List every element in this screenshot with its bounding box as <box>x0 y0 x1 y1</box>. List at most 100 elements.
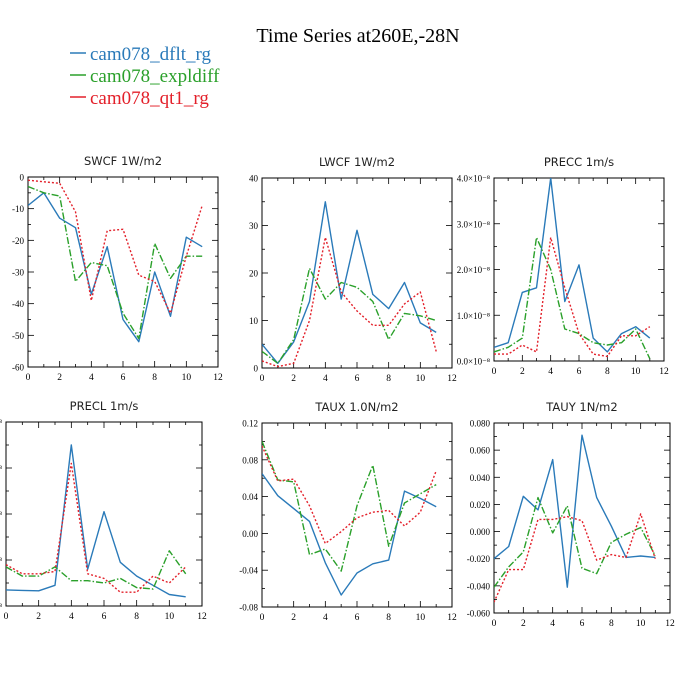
x-tick-label: 8 <box>605 367 610 377</box>
series-line-cam078_qt1_rg <box>28 179 203 314</box>
y-tick-label: 0.04 <box>242 492 258 502</box>
y-tick-label: 0 <box>20 173 25 183</box>
panel-title: TAUY 1N/m2 <box>545 400 617 414</box>
series-line-cam078_expldiff <box>28 185 203 340</box>
x-tick-label: 0 <box>26 373 31 383</box>
x-tick-label: 0 <box>4 612 9 622</box>
panel-4: PRECL 1m/s 0 2 4 6 8 10 12 .0×10⁻⁸ .0×10⁻⁸ .0×10⁻⁸… <box>0 399 207 622</box>
panel-title: LWCF 1W/m2 <box>319 155 395 169</box>
series-line-cam078_expldiff <box>494 496 656 588</box>
legend-label-dflt: cam078_dflt_rg <box>90 44 212 65</box>
x-tick-label: 8 <box>386 374 391 384</box>
legend-label-qt1: cam078_qt1_rg <box>90 88 209 109</box>
plot-frame <box>261 422 453 608</box>
y-tick-label: 10 <box>249 316 259 326</box>
x-tick-label: 10 <box>416 374 426 384</box>
x-tick-label: 12 <box>447 613 457 623</box>
panel-title: PRECL 1m/s <box>70 399 139 413</box>
figure-title: Time Series at260E,-28N <box>256 25 459 47</box>
x-tick-label: 2 <box>36 612 41 622</box>
x-tick-label: 10 <box>165 612 175 622</box>
y-tick-label: -20 <box>12 236 24 246</box>
y-tick-label: -0.060 <box>467 609 491 619</box>
y-tick-label: -30 <box>12 268 24 278</box>
y-tick-label: 0.080 <box>470 419 491 429</box>
series-line-cam078_dflt_rg <box>262 473 437 596</box>
x-tick-label: 4 <box>69 612 74 622</box>
y-tick-label: 0.060 <box>470 446 491 456</box>
legend: cam078_dflt_rg cam078_expldiff cam078_qt… <box>70 44 220 109</box>
plot-frame <box>261 177 453 369</box>
y-tick-label: -0.020 <box>467 554 491 564</box>
panel-title: SWCF 1W/m2 <box>84 154 162 168</box>
y-tick-label: 0.12 <box>242 419 258 429</box>
x-tick-label: 12 <box>213 373 223 383</box>
y-tick-label: -0.040 <box>467 581 491 591</box>
x-tick-label: 8 <box>134 612 139 622</box>
x-tick-label: 8 <box>152 373 157 383</box>
y-tick-label: -60 <box>12 363 24 373</box>
x-tick-label: 12 <box>447 374 457 384</box>
x-tick-label: 10 <box>636 619 646 629</box>
y-tick-label: .0×10⁻⁸ <box>0 556 2 566</box>
y-tick-label: -0.04 <box>239 566 258 576</box>
x-tick-label: 6 <box>355 374 360 384</box>
x-tick-label: 0 <box>492 367 497 377</box>
series-line-cam078_qt1_rg <box>262 445 437 545</box>
x-tick-label: 4 <box>323 613 328 623</box>
series-line-cam078_qt1_rg <box>494 236 651 358</box>
x-tick-label: 4 <box>89 373 94 383</box>
x-tick-label: 6 <box>580 619 585 629</box>
y-tick-label: 40 <box>249 174 259 184</box>
panel-5: TAUX 1.0N/m2 0 2 4 6 8 10 12 -0.08 -0.04 0.00 0.04 0… <box>239 400 457 623</box>
x-tick-label: 10 <box>182 373 192 383</box>
x-tick-label: 0 <box>260 613 265 623</box>
y-tick-label: 2.0×10⁻⁸ <box>457 265 490 275</box>
x-tick-label: 6 <box>355 613 360 623</box>
series-line-cam078_dflt_rg <box>494 178 651 353</box>
x-tick-label: 6 <box>121 373 126 383</box>
legend-label-expldiff: cam078_expldiff <box>90 66 220 87</box>
y-tick-label: 0 <box>254 364 259 374</box>
series-line-cam078_expldiff <box>262 441 437 572</box>
y-tick-label: 1.0×10⁻⁸ <box>457 311 490 321</box>
x-tick-label: 12 <box>665 619 675 629</box>
series-line-cam078_dflt_rg <box>262 201 437 364</box>
x-tick-label: 2 <box>291 374 296 384</box>
y-tick-label: .0×10⁻⁸ <box>0 418 2 428</box>
x-tick-label: 4 <box>548 367 553 377</box>
y-tick-label: .0×10⁻⁸ <box>0 510 2 520</box>
y-tick-label: 0.0×10⁻⁸ <box>457 357 490 367</box>
y-tick-label: 20 <box>249 269 259 279</box>
y-tick-label: -0.08 <box>239 603 258 613</box>
y-tick-label: 0.08 <box>242 455 258 465</box>
series-line-cam078_dflt_rg <box>494 434 656 588</box>
panels: SWCF 1W/m2 0 2 4 6 8 10 12 0 -10 -20 -30 -40 -50 -60 LW… <box>0 154 675 629</box>
panel-title: TAUX 1.0N/m2 <box>314 400 398 414</box>
series-line-cam078_qt1_rg <box>6 462 187 593</box>
y-tick-label: -40 <box>12 299 24 309</box>
x-tick-label: 4 <box>550 619 555 629</box>
x-tick-label: 4 <box>323 374 328 384</box>
series-line-cam078_qt1_rg <box>262 236 437 368</box>
x-tick-label: 10 <box>631 367 641 377</box>
x-tick-label: 8 <box>609 619 614 629</box>
x-tick-label: 6 <box>102 612 107 622</box>
y-tick-label: 3.0×10⁻⁸ <box>457 219 490 229</box>
y-tick-label: 0.020 <box>470 500 491 510</box>
series-line-cam078_dflt_rg <box>6 444 186 598</box>
x-tick-label: 0 <box>492 619 497 629</box>
plot-frame <box>493 422 671 614</box>
plot-frame <box>27 176 219 368</box>
y-tick-label: -50 <box>12 331 24 341</box>
x-tick-label: 6 <box>577 367 582 377</box>
y-tick-label: -10 <box>12 204 24 214</box>
panel-6: TAUY 1N/m2 0 2 4 6 8 10 12 -0.060 -0.040 -0.020 0.0… <box>467 400 675 629</box>
x-tick-label: 2 <box>521 619 526 629</box>
y-tick-label: 0.040 <box>470 473 491 483</box>
x-tick-label: 12 <box>197 612 207 622</box>
y-tick-label: 0.000 <box>470 527 491 537</box>
x-tick-label: 0 <box>260 374 265 384</box>
x-tick-label: 12 <box>659 367 669 377</box>
